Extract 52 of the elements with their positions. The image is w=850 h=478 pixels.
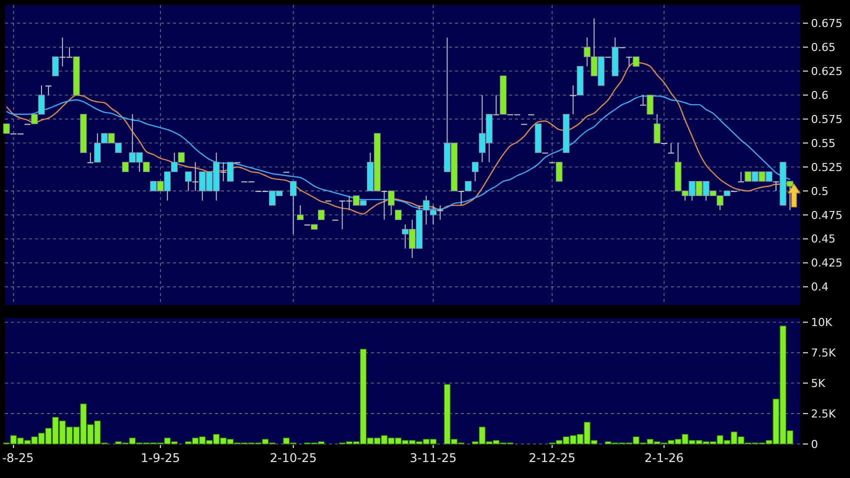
x-tick-label: 2-1-26 xyxy=(644,451,684,465)
candlestick xyxy=(668,142,674,154)
candlestick xyxy=(52,56,59,76)
y-tick-label: 10K xyxy=(811,316,833,330)
y-tick-label: 7.5K xyxy=(811,346,836,360)
candlestick xyxy=(297,204,304,220)
candlestick xyxy=(318,210,325,220)
x-tick-label: 1-9-25 xyxy=(140,451,180,465)
candlestick xyxy=(87,152,94,164)
x-tick-label: -8-25 xyxy=(2,451,34,465)
y-tick-label: 0.575 xyxy=(811,112,842,126)
y-tick-label: 0.45 xyxy=(811,232,836,246)
x-tick-label: 2-12-25 xyxy=(528,451,576,465)
candlestick xyxy=(437,204,444,220)
candlestick xyxy=(626,56,632,67)
candlestick xyxy=(738,171,744,182)
candlestick xyxy=(388,190,395,216)
candlestick xyxy=(185,171,192,192)
y-tick-label: 0.625 xyxy=(811,64,842,78)
candlestick xyxy=(654,114,660,144)
x-tick-label: 3-11-25 xyxy=(410,451,457,465)
candlestick xyxy=(773,180,780,192)
candlestick xyxy=(570,85,576,115)
candlestick xyxy=(640,94,646,106)
candlestick xyxy=(290,180,297,235)
y-tick-label: 0.525 xyxy=(811,160,842,174)
candlestick xyxy=(45,85,52,96)
candlestick xyxy=(3,124,10,134)
candlestick xyxy=(227,162,234,182)
candlestick xyxy=(556,162,562,182)
y-tick-label: 0.6 xyxy=(811,88,828,102)
y-tick-label: 0.55 xyxy=(811,136,836,150)
y-tick-label: 0.5 xyxy=(811,184,828,198)
y-tick-label: 0.425 xyxy=(811,256,842,270)
y-tick-label: 0.65 xyxy=(811,41,836,54)
y-tick-label: 5K xyxy=(811,376,826,390)
candlestick xyxy=(192,162,198,192)
candlestick xyxy=(646,94,654,115)
candlestick xyxy=(458,190,464,206)
candlestick xyxy=(493,94,500,116)
x-tick-label: 2-10-25 xyxy=(270,451,317,465)
candlestick xyxy=(394,210,402,220)
y-tick-label: 0.4 xyxy=(811,280,828,294)
candlestick xyxy=(464,181,472,192)
y-tick-label: 0 xyxy=(811,438,818,451)
candlestick xyxy=(381,190,388,220)
candlestick xyxy=(220,162,226,182)
candlestick xyxy=(472,162,478,182)
y-tick-label: 2.5K xyxy=(811,407,836,420)
y-tick-label: 0.475 xyxy=(811,208,842,222)
y-tick-label: 0.675 xyxy=(811,17,842,30)
candlestick xyxy=(632,56,640,67)
